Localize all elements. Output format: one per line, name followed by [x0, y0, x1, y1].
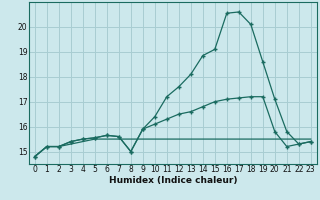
X-axis label: Humidex (Indice chaleur): Humidex (Indice chaleur)	[108, 176, 237, 185]
